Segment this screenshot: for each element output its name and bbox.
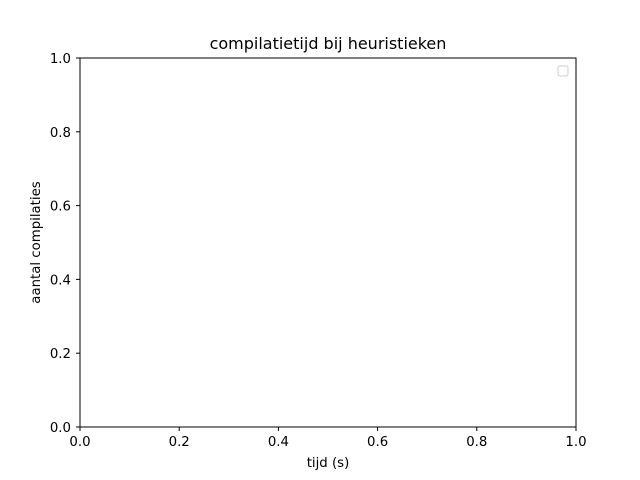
x-tick-label: 1.0 [565,435,586,450]
axes-frame [79,57,577,428]
x-tick-label: 0.0 [69,435,90,450]
y-tick-label: 0.2 [50,347,71,362]
y-tick-label: 0.8 [50,126,71,141]
legend-frame [557,65,569,77]
x-tick-label: 0.6 [367,435,388,450]
x-tick-label: 0.8 [466,435,487,450]
x-tick-label: 0.4 [268,435,289,450]
x-tick-label: 0.2 [169,435,190,450]
y-axis-ticks: 0.0 0.2 0.4 0.6 0.8 1.0 [50,52,80,436]
legend [557,65,569,77]
y-axis-title: aantal compilaties [29,181,44,303]
y-tick-label: 1.0 [50,52,71,67]
chart-title: compilatietijd bij heuristieken [210,34,447,53]
y-tick-label: 0.0 [50,421,71,436]
x-axis-title: tijd (s) [307,456,350,471]
y-tick-label: 0.6 [50,200,71,215]
y-tick-label: 0.4 [50,273,71,288]
x-axis-ticks: 0.0 0.2 0.4 0.6 0.8 1.0 [69,427,587,450]
plot-area [79,57,577,428]
